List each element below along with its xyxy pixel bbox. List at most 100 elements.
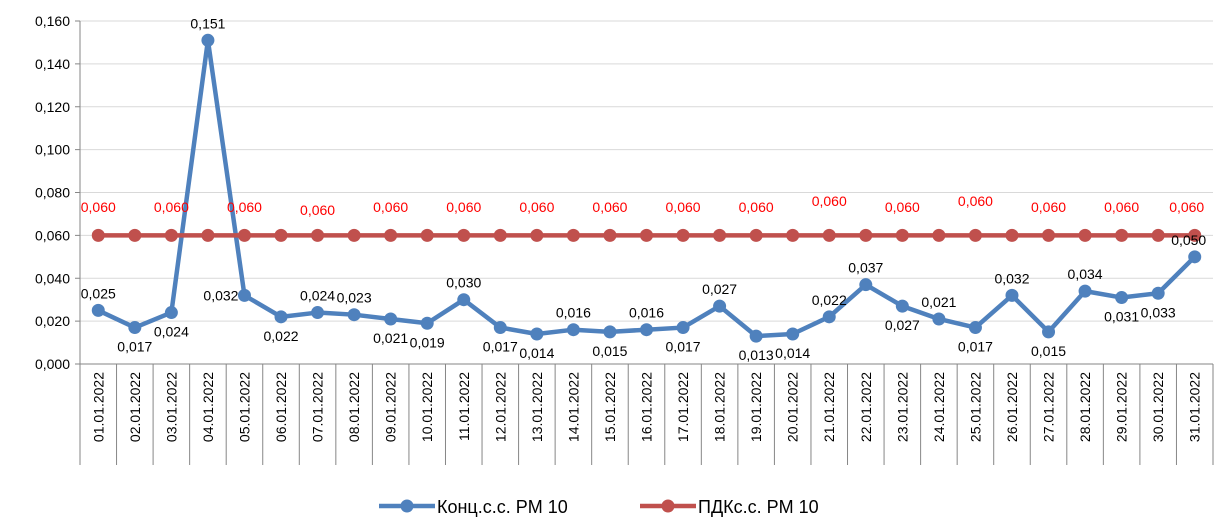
data-point xyxy=(676,321,690,335)
series-line xyxy=(97,38,1197,339)
data-point xyxy=(311,306,325,320)
data-point xyxy=(859,278,873,292)
x-tick-label: 31.01.2022 xyxy=(1187,372,1203,442)
data-point xyxy=(1005,228,1019,242)
legend-swatch-marker xyxy=(661,499,675,513)
data-point xyxy=(1078,284,1092,298)
x-tick-label: 22.01.2022 xyxy=(858,372,874,442)
x-tick-label: 27.01.2022 xyxy=(1041,372,1057,442)
data-point xyxy=(1042,325,1056,339)
data-point xyxy=(164,306,178,320)
x-tick-label: 05.01.2022 xyxy=(236,372,252,442)
x-tick-label: 04.01.2022 xyxy=(200,372,216,442)
data-point xyxy=(1042,228,1056,242)
data-point xyxy=(895,299,909,313)
data-point xyxy=(566,228,580,242)
series xyxy=(91,33,1202,343)
data-label: 0,017 xyxy=(666,339,701,355)
y-tick-label: 0,160 xyxy=(35,13,70,29)
x-tick-label: 23.01.2022 xyxy=(894,372,910,442)
legend: Конц.с.с. PM 10 ПДКс.с. PM 10 xyxy=(379,497,819,517)
data-point xyxy=(530,327,544,341)
data-label: 0,019 xyxy=(410,334,445,350)
data-label: 0,027 xyxy=(885,317,920,333)
x-tick-label: 15.01.2022 xyxy=(602,372,618,442)
legend-label: Конц.с.с. PM 10 xyxy=(437,497,568,517)
data-point xyxy=(493,321,507,335)
data-point xyxy=(311,228,325,242)
data-point xyxy=(749,228,763,242)
x-tick-label: 20.01.2022 xyxy=(785,372,801,442)
limit-label: 0,060 xyxy=(812,193,847,209)
limit-label: 0,060 xyxy=(81,199,116,215)
data-point xyxy=(128,321,142,335)
x-tick-label: 25.01.2022 xyxy=(967,372,983,442)
x-tick-label: 12.01.2022 xyxy=(492,372,508,442)
limit-label: 0,060 xyxy=(154,199,189,215)
data-point xyxy=(786,228,800,242)
data-point xyxy=(859,228,873,242)
limit-label: 0,060 xyxy=(300,202,335,218)
data-point xyxy=(274,310,288,324)
x-tick-label: 14.01.2022 xyxy=(565,372,581,442)
data-label: 0,031 xyxy=(1104,309,1139,325)
x-tick-label: 28.01.2022 xyxy=(1077,372,1093,442)
data-point xyxy=(640,323,653,337)
data-label: 0,032 xyxy=(203,287,238,303)
data-point xyxy=(91,303,105,317)
data-point xyxy=(493,228,507,242)
x-tick-label: 29.01.2022 xyxy=(1114,372,1130,442)
data-label: 0,024 xyxy=(300,288,335,304)
limit-label: 0,060 xyxy=(666,199,701,215)
data-point xyxy=(749,329,763,343)
x-tick-label: 24.01.2022 xyxy=(931,372,947,442)
data-point xyxy=(640,228,653,242)
data-label: 0,014 xyxy=(775,345,810,361)
x-tick-label: 26.01.2022 xyxy=(1004,372,1020,442)
data-point xyxy=(895,228,909,242)
legend-swatch-marker xyxy=(400,499,414,513)
data-point xyxy=(1188,228,1202,242)
data-label: 0,034 xyxy=(1068,266,1103,282)
data-point xyxy=(968,321,982,335)
data-point xyxy=(1005,288,1019,302)
data-point xyxy=(530,228,544,242)
data-point xyxy=(566,323,580,337)
limit-label: 0,060 xyxy=(446,199,481,215)
data-point xyxy=(237,288,251,302)
data-label: 0,037 xyxy=(848,260,883,276)
data-label: 0,017 xyxy=(117,339,152,355)
data-point xyxy=(1078,228,1092,242)
data-label: 0,016 xyxy=(556,305,591,321)
limit-label: 0,060 xyxy=(958,193,993,209)
data-point xyxy=(603,228,617,242)
x-tick-label: 01.01.2022 xyxy=(90,372,106,442)
y-tick-label: 0,000 xyxy=(35,356,70,372)
data-point xyxy=(713,299,727,313)
x-tick-label: 21.01.2022 xyxy=(821,372,837,442)
legend-label: ПДКс.с. PM 10 xyxy=(698,497,819,517)
x-tick-label: 07.01.2022 xyxy=(310,372,326,442)
data-point xyxy=(237,228,251,242)
data-point xyxy=(91,228,105,242)
x-tick-label: 30.01.2022 xyxy=(1150,372,1166,442)
data-label: 0,016 xyxy=(629,305,664,321)
axes: 0,000 0,020 0,040 0,060 0,080 0,100 0,120 0,140… xyxy=(35,13,1214,465)
data-point xyxy=(1115,228,1129,242)
data-label: 0,015 xyxy=(592,343,627,359)
x-tick-label: 17.01.2022 xyxy=(675,372,691,442)
x-tick-label: 08.01.2022 xyxy=(346,372,362,442)
data-point xyxy=(347,308,361,322)
data-label: 0,024 xyxy=(154,324,189,340)
x-tick-label: 16.01.2022 xyxy=(639,372,655,442)
x-tick-label: 11.01.2022 xyxy=(456,372,472,441)
data-point xyxy=(457,228,471,242)
data-label: 0,050 xyxy=(1171,232,1206,248)
x-tick-label: 13.01.2022 xyxy=(529,372,545,442)
data-point xyxy=(420,228,434,242)
limit-label: 0,060 xyxy=(739,199,774,215)
data-label: 0,014 xyxy=(519,345,554,361)
data-label: 0,017 xyxy=(958,339,993,355)
data-point xyxy=(384,312,398,326)
